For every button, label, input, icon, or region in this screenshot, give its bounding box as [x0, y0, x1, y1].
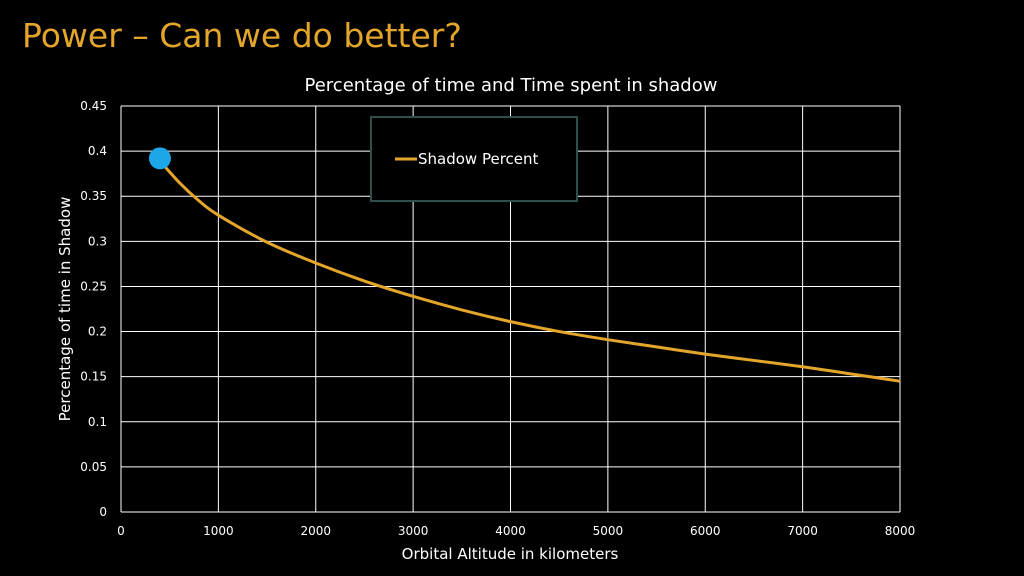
x-tick-label: 2000 [300, 524, 331, 538]
chart-series [148, 147, 901, 383]
x-axis-title: Orbital Altitude in kilometers [402, 545, 619, 563]
highlight-point [148, 147, 171, 170]
series-line-shadow-percent [158, 160, 901, 383]
x-tick-label: 1000 [203, 524, 234, 538]
y-tick-label: 0.15 [80, 370, 107, 384]
y-axis-title: Percentage of time in Shadow [56, 197, 74, 422]
chart-tick-labels: 0 0.05 0.1 0.15 0.2 0.25 0.3 0.35 0.4 0.45 0 1000 20… [80, 99, 915, 538]
x-tick-label: 6000 [690, 524, 721, 538]
y-tick-label: 0.25 [80, 279, 107, 293]
y-tick-label: 0.2 [88, 325, 107, 339]
slide-title: Power – Can we do better? [22, 16, 462, 55]
y-tick-label: 0.1 [88, 415, 107, 429]
chart-legend: Shadow Percent [370, 116, 578, 202]
x-tick-label: 5000 [593, 524, 624, 538]
legend-label-shadow-percent: Shadow Percent [418, 150, 539, 168]
y-tick-label: 0.3 [88, 234, 107, 248]
chart-grid [120, 105, 901, 513]
y-tick-label: 0 [99, 505, 107, 519]
x-tick-label: 8000 [885, 524, 916, 538]
x-tick-label: 0 [117, 524, 125, 538]
y-tick-label: 0.4 [88, 144, 107, 158]
x-tick-label: 3000 [398, 524, 429, 538]
y-tick-label: 0.45 [80, 99, 107, 113]
chart-title: Percentage of time and Time spent in sha… [305, 75, 718, 96]
x-tick-label: 7000 [787, 524, 818, 538]
y-tick-label: 0.35 [80, 189, 107, 203]
y-tick-label: 0.05 [80, 460, 107, 474]
x-tick-label: 4000 [495, 524, 526, 538]
